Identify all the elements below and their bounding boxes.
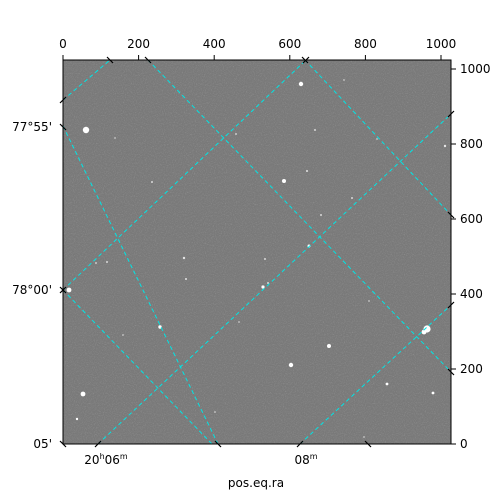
star (376, 138, 378, 140)
world-coordinate-ticks (59, 56, 455, 448)
star (182, 256, 186, 260)
star (307, 244, 311, 248)
star (327, 344, 331, 348)
top-tick-label: 400 (203, 37, 226, 51)
star (282, 179, 286, 183)
top-tick-label: 0 (59, 37, 67, 51)
ra-grid-line (299, 304, 451, 444)
x-axis-label: pos.eq.ra (228, 476, 284, 490)
star (298, 81, 304, 87)
dec-grid-line (304, 60, 451, 216)
star (66, 287, 72, 293)
star (106, 261, 108, 263)
top-tick-label: 800 (354, 37, 377, 51)
top-tick-label: 200 (127, 37, 150, 51)
star (314, 129, 316, 131)
top-tick-label: 1000 (426, 37, 457, 51)
dec-tick-label: 77°55' (12, 120, 52, 134)
dec-tick-label: 78°00' (12, 283, 52, 297)
right-tick-label: 800 (460, 137, 483, 151)
star (151, 181, 153, 183)
stars (66, 79, 447, 438)
right-tick-label: 1000 (460, 62, 491, 76)
coordinate-grid (63, 60, 451, 444)
star (267, 282, 269, 284)
ra-tick-label: 20h06m (84, 452, 128, 467)
right-tick-label: 0 (460, 437, 468, 451)
plot-frame (62, 59, 452, 445)
star (75, 417, 79, 421)
ra-tick-label: 08m (294, 452, 317, 467)
star (261, 285, 265, 289)
star (363, 436, 365, 438)
star (80, 391, 86, 397)
star (185, 278, 187, 280)
star (114, 137, 116, 139)
star (306, 170, 308, 172)
star (443, 144, 447, 148)
star (385, 382, 389, 386)
star (235, 133, 237, 135)
right-tick-label: 400 (460, 287, 483, 301)
star (343, 79, 345, 81)
star (320, 214, 322, 216)
dec-grid-line (63, 125, 219, 444)
dec-grid-line (147, 60, 451, 373)
star (238, 321, 240, 323)
star (368, 300, 370, 302)
star (264, 258, 266, 260)
ra-grid-line (97, 113, 451, 444)
dec-tick-label: 05' (33, 437, 52, 451)
sky-background (63, 60, 451, 444)
star (421, 329, 427, 335)
star (431, 391, 435, 395)
star (288, 362, 294, 368)
top-pixel-axis (62, 55, 442, 60)
right-pixel-axis (451, 68, 456, 445)
dec-grid-line (63, 289, 213, 444)
star (82, 126, 90, 134)
star (95, 262, 97, 264)
top-tick-label: 600 (278, 37, 301, 51)
star (214, 411, 216, 413)
ra-grid-line (63, 60, 111, 101)
star (122, 334, 124, 336)
right-tick-label: 200 (460, 362, 483, 376)
right-tick-label: 600 (460, 212, 483, 226)
star (351, 197, 353, 199)
